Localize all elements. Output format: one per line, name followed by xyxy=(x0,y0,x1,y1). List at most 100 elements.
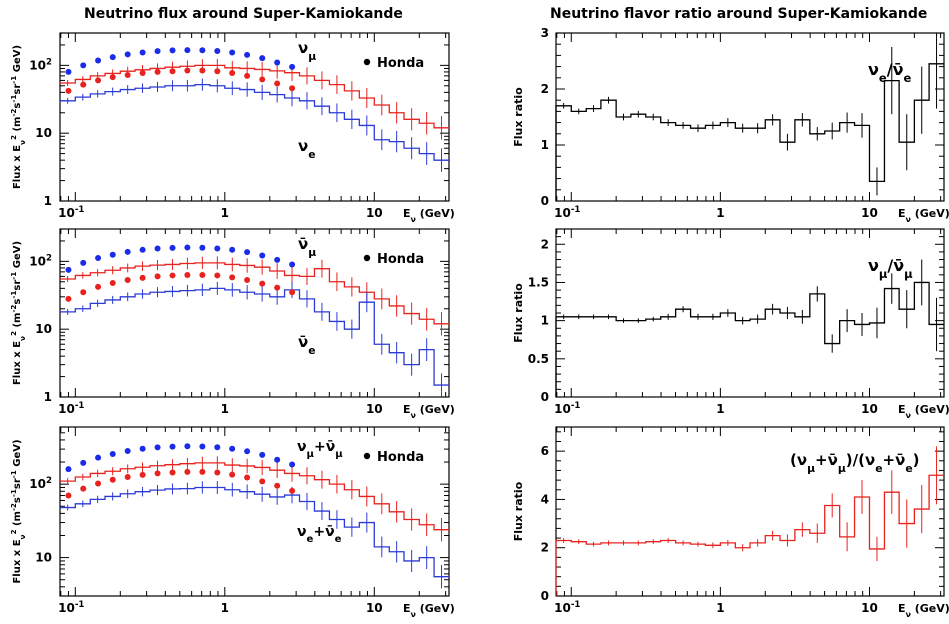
honda-point-mu xyxy=(259,252,266,259)
honda-point-mu xyxy=(139,445,146,452)
honda-point-mu xyxy=(244,249,251,256)
honda-legend-label: Honda xyxy=(377,56,424,71)
label-nue: νe xyxy=(298,137,316,161)
honda-point-mu xyxy=(139,49,146,56)
honda-point-e xyxy=(80,289,87,296)
honda-point-e xyxy=(109,279,116,286)
ratio-y-tick-label: 0 xyxy=(541,194,549,208)
honda-point-mu xyxy=(169,47,176,54)
flux-histogram-e xyxy=(60,287,449,386)
ratio-histogram xyxy=(555,63,944,201)
honda-point-mu xyxy=(65,68,72,75)
ratio-x-axis-label: Eν (GeV) xyxy=(898,602,949,619)
honda-point-mu xyxy=(229,49,236,56)
honda-point-e xyxy=(65,87,72,94)
honda-point-mu xyxy=(184,47,191,54)
honda-point-mu xyxy=(199,244,206,251)
ratio-y-tick-label: 1.5 xyxy=(528,275,549,289)
honda-point-e xyxy=(154,273,161,280)
honda-point-mu xyxy=(214,444,221,451)
ratio-y-axis-label: Flux ratio xyxy=(512,481,525,541)
flux-histogram-mu xyxy=(60,462,449,531)
honda-legend-marker xyxy=(363,254,371,262)
ratio-histogram xyxy=(555,281,944,397)
flux-y-tick-label: 102 xyxy=(29,253,52,268)
ratio-label: (νμ+ν̄μ)/(νe+ν̄e) xyxy=(790,451,920,475)
honda-point-mu xyxy=(124,447,131,454)
ratio-y-axis-label: Flux ratio xyxy=(512,283,525,343)
honda-point-e xyxy=(244,474,251,481)
flux-x-axis-label: Eν (GeV) xyxy=(403,207,455,224)
honda-point-e xyxy=(65,492,72,499)
honda-point-e xyxy=(124,474,131,481)
ratio-y-axis-label: Flux ratio xyxy=(512,87,525,147)
ratio-y-tick-label: 0 xyxy=(541,390,549,404)
honda-point-mu xyxy=(244,51,251,58)
honda-point-mu xyxy=(244,448,251,455)
flux-y-axis-label: Flux x Eν2 (m-2s-1sr-1 GeV) xyxy=(9,45,27,189)
honda-point-e xyxy=(109,476,116,483)
flux-x-tick-label: 1 xyxy=(221,601,229,615)
honda-point-e xyxy=(199,67,206,74)
flux-x-axis-label: Eν (GeV) xyxy=(403,403,455,420)
honda-point-e xyxy=(229,70,236,77)
honda-point-mu xyxy=(214,47,221,54)
ratio-plot-frame xyxy=(555,32,945,202)
honda-point-e xyxy=(289,85,296,92)
flux-y-tick-label: 1 xyxy=(44,390,52,404)
ratio-y-tick-label: 2 xyxy=(541,541,549,555)
honda-point-mu xyxy=(95,255,102,262)
flux-y-tick-label: 10 xyxy=(35,126,52,140)
honda-point-mu xyxy=(289,63,296,70)
ratio-x-tick-label: 10 xyxy=(861,206,878,220)
honda-point-e xyxy=(65,295,72,302)
honda-point-e xyxy=(95,480,102,487)
honda-point-e xyxy=(169,272,176,279)
honda-point-e xyxy=(184,67,191,74)
ratio-x-tick-label: 10-1 xyxy=(554,205,580,220)
honda-point-e xyxy=(289,487,296,494)
flux-x-tick-label: 10 xyxy=(366,601,383,615)
ratio-y-tick-label: 6 xyxy=(541,444,549,458)
honda-point-mu xyxy=(154,48,161,55)
honda-legend-label: Honda xyxy=(377,252,424,267)
honda-point-e xyxy=(229,274,236,281)
honda-legend-marker xyxy=(363,452,371,460)
honda-point-mu xyxy=(80,259,87,266)
honda-point-mu xyxy=(65,466,72,473)
honda-point-mu xyxy=(184,443,191,450)
ratio-x-tick-label: 1 xyxy=(716,402,724,416)
honda-point-e xyxy=(199,468,206,475)
honda-point-mu xyxy=(214,245,221,252)
honda-point-e xyxy=(259,280,266,287)
honda-point-mu xyxy=(154,444,161,451)
ratio-panel-2: 0 0.5 1 1.5 2 Flux ratio 10-1 1 10 Eν (GeV) νμ/ν̄μ xyxy=(512,228,949,420)
flux-plot-frame xyxy=(59,426,450,597)
ratio-x-axis-label: Eν (GeV) xyxy=(898,403,949,420)
honda-point-e xyxy=(184,271,191,278)
flux-plot-frame xyxy=(59,32,450,202)
honda-point-mu xyxy=(169,443,176,450)
honda-point-e xyxy=(169,68,176,75)
ratio-x-tick-label: 1 xyxy=(716,206,724,220)
honda-point-mu xyxy=(109,451,116,458)
label-numu: νμ xyxy=(298,39,316,63)
ratio-x-tick-label: 1 xyxy=(716,601,724,615)
honda-point-e xyxy=(214,469,221,476)
flux-histogram-mu xyxy=(60,64,449,129)
honda-point-mu xyxy=(124,248,131,255)
ratio-y-tick-label: 2 xyxy=(541,237,549,251)
honda-point-e xyxy=(169,469,176,476)
flux-x-tick-label: 10 xyxy=(366,402,383,416)
honda-point-e xyxy=(139,274,146,281)
honda-point-e xyxy=(274,284,281,291)
honda-point-e xyxy=(124,72,131,79)
honda-point-mu xyxy=(109,54,116,61)
ratio-y-tick-label: 4 xyxy=(541,492,549,506)
honda-point-e xyxy=(124,277,131,284)
flux-y-tick-label: 10 xyxy=(35,551,52,565)
honda-point-e xyxy=(109,74,116,81)
